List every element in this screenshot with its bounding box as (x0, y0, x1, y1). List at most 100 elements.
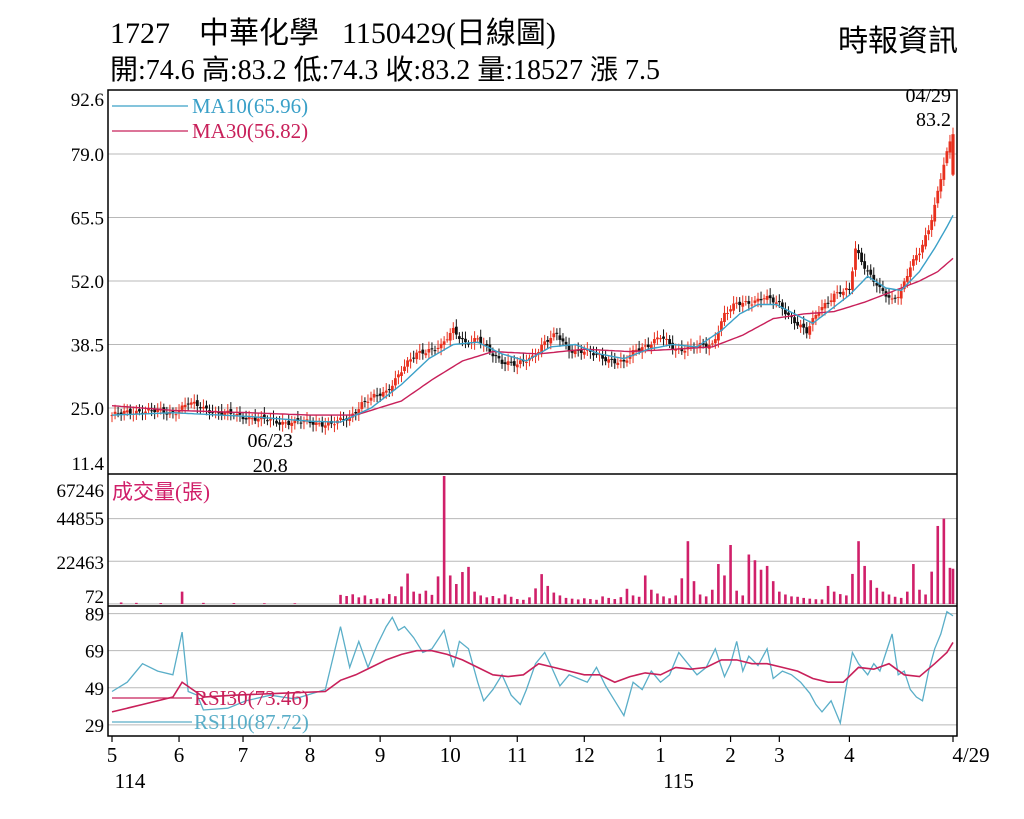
candle-body (491, 353, 495, 357)
candle-body (802, 323, 806, 328)
candle-body (406, 360, 409, 367)
candle-body (116, 413, 120, 415)
candle-body (890, 298, 894, 300)
candle-body (397, 374, 400, 378)
candle-body (732, 303, 736, 311)
candle-body (195, 400, 199, 407)
candle-body (604, 357, 608, 362)
volume-bar (796, 596, 799, 604)
quote-line: 開:74.6 高:83.2 低:74.3 收:83.2 量:18527 漲 7.… (110, 55, 660, 86)
x-tick-label: 1 (655, 743, 666, 767)
volume-bar (595, 599, 598, 604)
candle-body (278, 422, 281, 425)
candle-body (424, 353, 428, 356)
candle-body (198, 407, 202, 409)
low-label: 低 (293, 55, 322, 86)
volume-bar (918, 589, 921, 604)
rsi30-line (111, 641, 954, 713)
candle-body (869, 269, 873, 275)
candle-body (439, 343, 443, 349)
candle-body (674, 349, 678, 351)
candle-body (817, 311, 821, 316)
candle-body (805, 327, 809, 334)
volume-bar (784, 594, 787, 604)
rsi-panel: 89 69 49 29 RSI30(73.46)RSI10(87.72) (85, 605, 957, 737)
candle-body (436, 347, 440, 350)
candle-body (838, 292, 842, 294)
candle-body (290, 422, 294, 426)
volume-bar (948, 567, 952, 604)
x-tick-label: 4 (844, 743, 855, 767)
volume-tick-label: 44855 (57, 509, 105, 530)
candle-body (442, 341, 446, 345)
candle-body (799, 324, 803, 328)
candle-body (796, 321, 799, 326)
candle-body (552, 333, 556, 338)
volume-bar (135, 602, 138, 604)
volume-bar (741, 595, 745, 604)
chart-date: 1150429 (342, 17, 446, 50)
candle-body (896, 296, 900, 298)
candle-body (390, 385, 394, 392)
candle-body (598, 354, 601, 356)
rsi-tick-label: 69 (85, 642, 104, 663)
volume-bar (119, 602, 123, 604)
candle-body (777, 301, 781, 303)
volume-bar (765, 565, 769, 604)
candle-body (180, 405, 184, 410)
price-tick-label: 79.0 (71, 145, 104, 166)
rsi10-legend-label: RSI10(87.72) (194, 710, 309, 734)
candle-body (793, 317, 796, 324)
candle-body (403, 366, 406, 372)
volume-bar (643, 575, 647, 604)
x-tick-label: 7 (238, 743, 249, 767)
candle-body (494, 355, 498, 357)
candle-body (668, 339, 672, 345)
candle-body (756, 298, 760, 302)
volume-bar (515, 599, 519, 604)
high-value: 83.2 (237, 55, 287, 86)
candle-body (643, 345, 647, 347)
candle-body (595, 353, 598, 355)
volume-panel: 67246 44855 22463 72 成交量(張) (57, 476, 957, 608)
volume-bar (375, 598, 379, 604)
volume-bar (710, 589, 714, 604)
candle-body (640, 347, 644, 353)
last-candle-body (951, 134, 955, 175)
volume-bar (637, 596, 641, 604)
change-value: 7.5 (625, 55, 660, 86)
candle-body (851, 271, 854, 290)
volume-bar (418, 593, 422, 604)
candle-body (174, 414, 178, 416)
candle-body (354, 412, 358, 414)
candle-body (317, 423, 321, 425)
volume-bar (509, 596, 513, 604)
candle-body (823, 303, 827, 309)
rsi30-legend-label: RSI30(73.46) (194, 686, 309, 710)
rsi-tick-label: 89 (85, 605, 104, 626)
volume-bar (479, 595, 482, 604)
candle-body (646, 344, 650, 348)
price-tick-label: 52.0 (71, 272, 104, 293)
volume-bar (905, 591, 909, 604)
candle-body (348, 416, 352, 421)
candle-body (592, 353, 595, 356)
candle-body (326, 422, 330, 426)
volume-bar (381, 598, 385, 604)
candle-body (847, 288, 851, 290)
candle-body (555, 332, 559, 334)
volume-bar (723, 575, 726, 604)
volume-bar (863, 565, 866, 604)
source-label: 時報資訊 (838, 25, 958, 58)
candle-body (412, 357, 416, 359)
candle-body (125, 410, 129, 413)
candle-body (582, 351, 586, 355)
candle-body (930, 220, 934, 230)
volume-bar (369, 599, 373, 604)
candle-body (546, 339, 550, 342)
price-tick-label: 11.4 (71, 454, 104, 475)
candle-body (881, 288, 885, 291)
candle-body (908, 267, 912, 277)
volume-bar (674, 595, 678, 604)
candle-body (427, 348, 431, 353)
